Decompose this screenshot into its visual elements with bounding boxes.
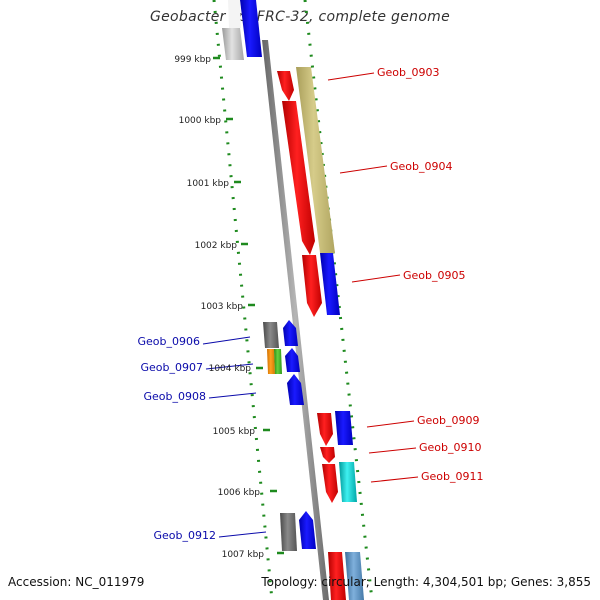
gene-geob-0907-blue xyxy=(285,348,300,372)
gene-label-geob-0904[interactable]: Geob_0904 xyxy=(390,160,453,173)
gene-geob-0905-blue xyxy=(320,253,340,315)
gene-bottom-steelblue xyxy=(345,552,364,600)
genome-summary-text: Topology: circular; Length: 4,304,501 bp… xyxy=(261,575,591,589)
gene-label-geob-0909[interactable]: Geob_0909 xyxy=(417,414,480,427)
gene-labels: Geob_0903 Geob_0904 Geob_0905 Geob_0906 … xyxy=(138,66,484,542)
gene-label-geob-0907[interactable]: Geob_0907 xyxy=(141,361,204,374)
gene-geob-0903 xyxy=(277,71,294,101)
gene-label-geob-0910[interactable]: Geob_0910 xyxy=(419,441,482,454)
gene-geob-0906-blue xyxy=(283,320,298,346)
scale-label-1007: 1007 kbp xyxy=(222,550,265,560)
gene-geob-0909-blue xyxy=(335,411,353,445)
gene-geob-0910 xyxy=(320,447,335,463)
dna-backbone xyxy=(262,40,329,600)
gene-geob-0912-blue xyxy=(299,511,316,549)
scale-label-1006: 1006 kbp xyxy=(218,488,261,498)
gene-geob-0911-red xyxy=(322,464,338,503)
label-leader-lines xyxy=(202,72,419,538)
gene-label-geob-0911[interactable]: Geob_0911 xyxy=(421,470,484,483)
gene-label-geob-0905[interactable]: Geob_0905 xyxy=(403,269,466,282)
scale-label-1001: 1001 kbp xyxy=(187,179,230,189)
gene-geob-0907-orange xyxy=(267,349,275,374)
gene-geob-0911-cyan xyxy=(339,462,357,502)
scale-label-1002: 1002 kbp xyxy=(195,241,238,251)
genome-title: Geobacter sp. FRC-32, complete genome xyxy=(149,9,451,25)
scale-label-1005: 1005 kbp xyxy=(213,427,256,437)
gene-label-geob-0908[interactable]: Geob_0908 xyxy=(144,390,207,403)
scale-label-1004: 1004 kbp xyxy=(209,364,252,374)
gene-top-blue xyxy=(240,0,262,57)
left-boundary-dots xyxy=(212,0,274,600)
scale-label-1000: 1000 kbp xyxy=(179,116,222,126)
gene-top-lightgrey xyxy=(222,28,244,60)
gene-label-geob-0912[interactable]: Geob_0912 xyxy=(154,529,217,542)
gene-top-white xyxy=(228,0,241,28)
gene-geob-0908 xyxy=(287,374,304,405)
gene-geob-0904 xyxy=(282,101,315,255)
scale-label-1003: 1003 kbp xyxy=(201,302,244,312)
scale-tick-marks xyxy=(213,56,284,555)
gene-geob-0907-green xyxy=(274,349,282,374)
gene-geob-0905 xyxy=(302,255,322,317)
right-boundary-dots xyxy=(303,0,374,600)
gene-bottom-red xyxy=(328,552,346,600)
gene-label-geob-0903[interactable]: Geob_0903 xyxy=(377,66,440,79)
scale-label-999: 999 kbp xyxy=(174,55,211,65)
gene-label-geob-0906[interactable]: Geob_0906 xyxy=(138,335,201,348)
accession-text: Accession: NC_011979 xyxy=(8,575,145,589)
gene-geob-0912-grey xyxy=(280,513,297,551)
gene-geob-0909-red xyxy=(317,413,333,446)
scale-labels: 999 kbp 1000 kbp 1001 kbp 1002 kbp 1003 … xyxy=(174,55,264,560)
gene-geob-0906-grey xyxy=(263,322,279,348)
gene-geob-0904-khaki xyxy=(296,67,335,253)
